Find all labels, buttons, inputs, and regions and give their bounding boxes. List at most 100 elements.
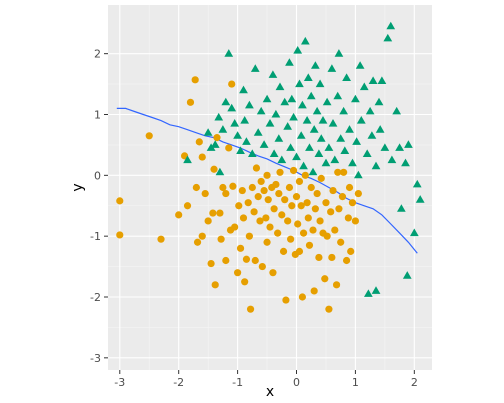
scatter-point-circle [235, 202, 243, 210]
scatter-point-circle [257, 177, 265, 186]
scatter-point-circle [309, 226, 317, 234]
scatter-point-circle [260, 186, 268, 195]
scatter-point-triangle [293, 46, 303, 54]
scatter-point-circle [256, 217, 264, 225]
scatter-point-circle [213, 134, 221, 142]
scatter-point-circle [252, 164, 261, 172]
scatter-point-circle [348, 199, 357, 207]
scatter-point-triangle [412, 179, 422, 188]
scatter-point-circle [209, 209, 217, 217]
scatter-point-circle [204, 217, 212, 225]
scatter-point-circle [195, 138, 203, 146]
scatter-point-circle [238, 186, 246, 195]
scatter-point-triangle [302, 116, 312, 124]
scatter-point-circle [239, 214, 248, 222]
scatter-point-circle [303, 199, 311, 207]
x-tick-label: 1 [352, 376, 359, 389]
scatter-point-triangle [386, 21, 396, 30]
scatter-point-triangle [245, 100, 254, 109]
scatter-point-triangle [345, 125, 354, 133]
scatter-point-circle [193, 238, 202, 246]
scatter-point-triangle [315, 79, 325, 88]
scatter-point-triangle [253, 128, 263, 136]
scatter-point-circle [183, 202, 192, 210]
scatter-point-triangle [285, 58, 294, 66]
scatter-point-triangle [362, 149, 372, 157]
scatter-point-circle [331, 226, 339, 234]
scatter-point-circle [274, 229, 282, 237]
scatter-point-circle [219, 183, 227, 192]
scatter-point-triangle [308, 167, 318, 176]
scatter-point-circle [313, 189, 321, 198]
scatter-point-triangle [301, 36, 310, 45]
scatter-point-triangle [377, 76, 387, 84]
scatter-point-circle [262, 214, 270, 222]
scatter-point-triangle [271, 109, 281, 118]
scatter-point-circle [192, 183, 200, 192]
scatter-point-circle [344, 214, 352, 222]
scatter-point-triangle [321, 158, 331, 167]
scatter-point-circle [298, 293, 306, 301]
scatter-point-circle [241, 278, 249, 286]
scatter-point-triangle [327, 64, 337, 72]
scatter-point-circle [211, 281, 219, 289]
scatter-point-triangle [415, 195, 425, 203]
scatter-point-triangle [214, 112, 224, 121]
scatter-point-circle [248, 183, 256, 192]
scatter-point-triangle [375, 125, 385, 133]
scatter-point-triangle [324, 143, 334, 151]
grid-minor [108, 5, 432, 370]
scatter-point-triangle [275, 82, 285, 91]
scatter-point-circle [225, 144, 233, 152]
scatter-point-circle [288, 202, 296, 210]
scatter-point-circle [198, 153, 206, 161]
scatter-point-triangle [206, 143, 216, 151]
scatter-point-triangle [333, 91, 343, 100]
scatter-point-triangle [356, 116, 366, 124]
scatter-point-circle [347, 247, 355, 255]
scatter-point-circle [342, 256, 351, 265]
scatter-point-circle [266, 223, 274, 231]
scatter-point-circle [276, 168, 284, 176]
scatter-point-triangle [283, 122, 292, 130]
scatter-point-triangle [371, 161, 381, 170]
scatter-point-circle [231, 223, 239, 231]
scatter-point-circle [287, 235, 295, 243]
scatter-point-circle [317, 174, 325, 182]
scatter-point-circle [315, 253, 323, 262]
y-tick-label: -2 [90, 291, 101, 304]
scatter-point-circle [322, 199, 330, 207]
scatter-point-triangle [334, 49, 344, 57]
scatter-point-circle [186, 98, 195, 106]
scatter-point-triangle [299, 161, 308, 170]
scatter-point-triangle [314, 149, 324, 157]
scatter-point-circle [334, 168, 342, 176]
scatter-point-triangle [401, 158, 410, 167]
scatter-point-triangle [316, 134, 326, 142]
scatter-point-circle [116, 231, 124, 239]
scatter-point-circle [275, 189, 283, 198]
scatter-point-circle [263, 238, 271, 246]
scatter-point-triangle [268, 70, 278, 78]
y-tick-label: 2 [94, 48, 101, 61]
scatter-point-triangle [336, 134, 346, 142]
scatter-point-circle [337, 238, 345, 246]
scatter-point-triangle [259, 140, 269, 148]
scatter-point-circle [216, 209, 224, 217]
scatter-point-triangle [262, 94, 272, 103]
scatter-point-triangle [312, 106, 322, 115]
scatter-point-triangle [265, 119, 275, 127]
scatter-point-circle [301, 171, 309, 179]
fitted-line-layer [116, 107, 418, 254]
scatter-point-triangle [250, 64, 260, 72]
scatter-point-circle [345, 183, 354, 192]
scatter-point-circle [244, 199, 252, 207]
scatter-point-triangle [355, 61, 365, 69]
x-tick-label: -1 [232, 376, 243, 389]
scatter-point-triangle [311, 61, 320, 69]
y-tick-label: -3 [90, 352, 101, 365]
scatter-point-triangle [305, 143, 314, 151]
scatter-point-circle [145, 132, 153, 140]
scatter-point-circle [340, 168, 348, 176]
